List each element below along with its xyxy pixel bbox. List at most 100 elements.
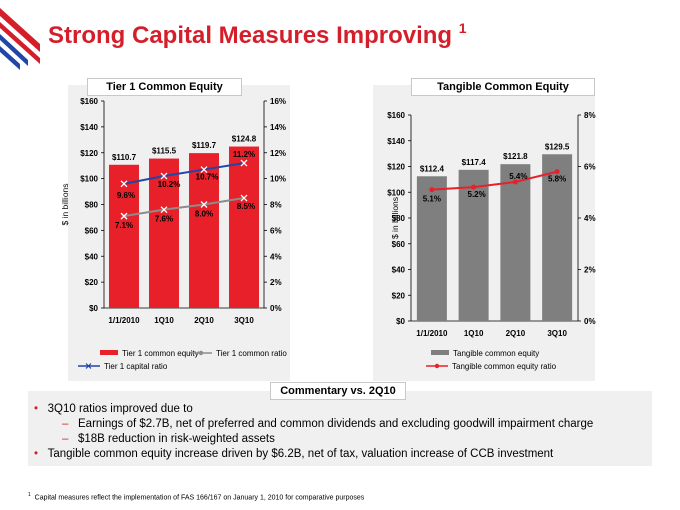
tier1-y2-tick-label: 14% bbox=[270, 123, 286, 132]
tier1-bar-value-label: $119.7 bbox=[192, 141, 217, 150]
tier1-line-1-point bbox=[120, 180, 128, 188]
tier1-line-0 bbox=[123, 197, 245, 218]
tce-line-0-point bbox=[429, 187, 435, 193]
tier1-line-1 bbox=[123, 162, 245, 185]
tce-legend-label: Tangible common equity ratio bbox=[452, 362, 557, 371]
tier1-line-0-point bbox=[240, 194, 248, 202]
tce-legend-label: Tangible common equity bbox=[453, 349, 539, 358]
tce-y2-tick-label: 4% bbox=[584, 214, 596, 223]
tce-y2-tick-label: 6% bbox=[584, 163, 596, 172]
tier1-y-tick-label: $40 bbox=[85, 252, 99, 261]
tier1-legend-swatch bbox=[100, 350, 118, 355]
tce-chart-title: Tangible Common Equity bbox=[411, 78, 595, 96]
tce-y-tick-label: $100 bbox=[387, 188, 405, 197]
tier1-y-tick-label: $100 bbox=[80, 175, 98, 184]
tier1-legend-marker bbox=[198, 350, 204, 356]
tier1-bar-value-label: $115.5 bbox=[152, 147, 177, 156]
tier1-y2-tick-label: 6% bbox=[270, 226, 282, 235]
tce-x-tick-label: 2Q10 bbox=[506, 329, 526, 338]
tier1-chart-title: Tier 1 Common Equity bbox=[87, 78, 242, 96]
tce-y-tick-label: $140 bbox=[387, 137, 405, 146]
tier1-y-tick-label: $80 bbox=[85, 201, 99, 210]
commentary-panel bbox=[28, 391, 652, 466]
tce-line-0-point bbox=[512, 179, 518, 185]
tce-y-axis-label: $ in billions bbox=[390, 197, 400, 239]
tce-x-tick-label: 3Q10 bbox=[547, 329, 567, 338]
tier1-line-1-point bbox=[200, 166, 208, 174]
tce-x-tick-label: 1Q10 bbox=[464, 329, 484, 338]
commentary-title: Commentary vs. 2Q10 bbox=[270, 382, 406, 400]
tce-line-0 bbox=[431, 170, 558, 191]
commentary-bullet-2: • Tangible common equity increase driven… bbox=[34, 448, 554, 460]
tce-y-tick-label: $160 bbox=[387, 111, 405, 120]
tce-bar-value-label: $121.8 bbox=[503, 152, 528, 161]
tier1-bar bbox=[109, 164, 139, 308]
tier1-line-1-value-label: 10.7% bbox=[196, 173, 219, 182]
tier1-line-1-value-label: 11.2% bbox=[233, 150, 255, 159]
tier1-bar bbox=[189, 153, 219, 308]
bank-flag-logo bbox=[0, 8, 40, 70]
tier1-x-tick-label: 2Q10 bbox=[194, 316, 214, 325]
tier1-y2-tick-label: 0% bbox=[270, 304, 282, 313]
tier1-line-1-point bbox=[240, 159, 248, 167]
commentary-sub-bullet-2: – $18B reduction in risk-weighted assets bbox=[62, 433, 275, 445]
tce-y-tick-label: $0 bbox=[396, 317, 405, 326]
tier1-line-1-value-label: 9.6% bbox=[117, 191, 135, 200]
tier1-line-0-point bbox=[160, 206, 168, 214]
tce-legend-marker bbox=[434, 363, 440, 369]
tier1-line-1-point bbox=[160, 172, 168, 180]
tier1-line-0-value-label: 7.1% bbox=[115, 221, 133, 230]
tier1-y-tick-label: $60 bbox=[85, 226, 99, 235]
tce-y2-tick-label: 8% bbox=[584, 111, 596, 120]
title-footnote-mark: 1 bbox=[458, 20, 467, 36]
tce-bar-value-label: $129.5 bbox=[545, 142, 570, 151]
commentary-bullet-1: • 3Q10 ratios improved due to bbox=[34, 403, 193, 415]
tier1-y2-tick-label: 16% bbox=[270, 97, 286, 106]
tier1-bar-value-label: $124.8 bbox=[232, 135, 257, 144]
tier1-x-tick-label: 3Q10 bbox=[234, 316, 254, 325]
tier1-y-tick-label: $20 bbox=[85, 278, 99, 287]
tier1-bar bbox=[229, 146, 259, 308]
tier1-legend-label: Tier 1 common equity bbox=[122, 349, 199, 358]
tier1-bar-value-label: $110.7 bbox=[112, 153, 137, 162]
tce-y-tick-label: $60 bbox=[392, 240, 406, 249]
tier1-x-tick-label: 1/1/2010 bbox=[108, 316, 140, 325]
tier1-line-1-value-label: 10.2% bbox=[158, 180, 181, 189]
tce-legend-swatch bbox=[431, 350, 449, 355]
tier1-line-0-value-label: 8.5% bbox=[237, 202, 255, 211]
tier1-line-0-point bbox=[200, 201, 208, 208]
tier1-y-tick-label: $140 bbox=[80, 123, 98, 132]
tce-line-0-value-label: 5.1% bbox=[423, 195, 441, 204]
tce-bar bbox=[416, 176, 447, 321]
tier1-legend-label: Tier 1 capital ratio bbox=[104, 362, 168, 371]
footnote: 1 Capital measures reflect the implement… bbox=[28, 492, 365, 502]
tier1-x-tick-label: 1Q10 bbox=[154, 316, 174, 325]
tier1-y2-tick-label: 12% bbox=[270, 149, 286, 158]
tce-line-0-value-label: 5.4% bbox=[509, 172, 527, 181]
tier1-legend-marker bbox=[85, 363, 92, 369]
tier1-y-tick-label: $0 bbox=[89, 304, 98, 313]
tce-line-0-value-label: 5.2% bbox=[468, 190, 486, 199]
tce-y-tick-label: $40 bbox=[392, 266, 406, 275]
tce-bar bbox=[458, 169, 489, 321]
tce-line-0-value-label: 5.8% bbox=[548, 175, 566, 184]
tier1-legend-label: Tier 1 common ratio bbox=[216, 349, 287, 358]
tce-bar-value-label: $112.4 bbox=[420, 164, 445, 173]
tce-bar-value-label: $117.4 bbox=[462, 158, 487, 167]
tce-y-tick-label: $20 bbox=[392, 291, 406, 300]
tier1-y2-tick-label: 10% bbox=[270, 175, 286, 184]
tier1-y2-tick-label: 8% bbox=[270, 201, 282, 210]
tce-y-tick-label: $80 bbox=[392, 214, 406, 223]
tce-bar bbox=[542, 154, 573, 321]
tce-line-0-point bbox=[554, 169, 560, 175]
tce-y2-tick-label: 0% bbox=[584, 317, 596, 326]
tier1-y-tick-label: $160 bbox=[80, 97, 98, 106]
tce-y-tick-label: $120 bbox=[387, 163, 405, 172]
tier1-line-0-point bbox=[120, 212, 128, 220]
tce-x-tick-label: 1/1/2010 bbox=[416, 329, 448, 338]
commentary-sub-bullet-1: – Earnings of $2.7B, net of preferred an… bbox=[62, 418, 594, 430]
page-title: Strong Capital Measures Improving 1 bbox=[48, 20, 467, 49]
tier1-y-axis-label: $ in billions bbox=[60, 183, 70, 225]
